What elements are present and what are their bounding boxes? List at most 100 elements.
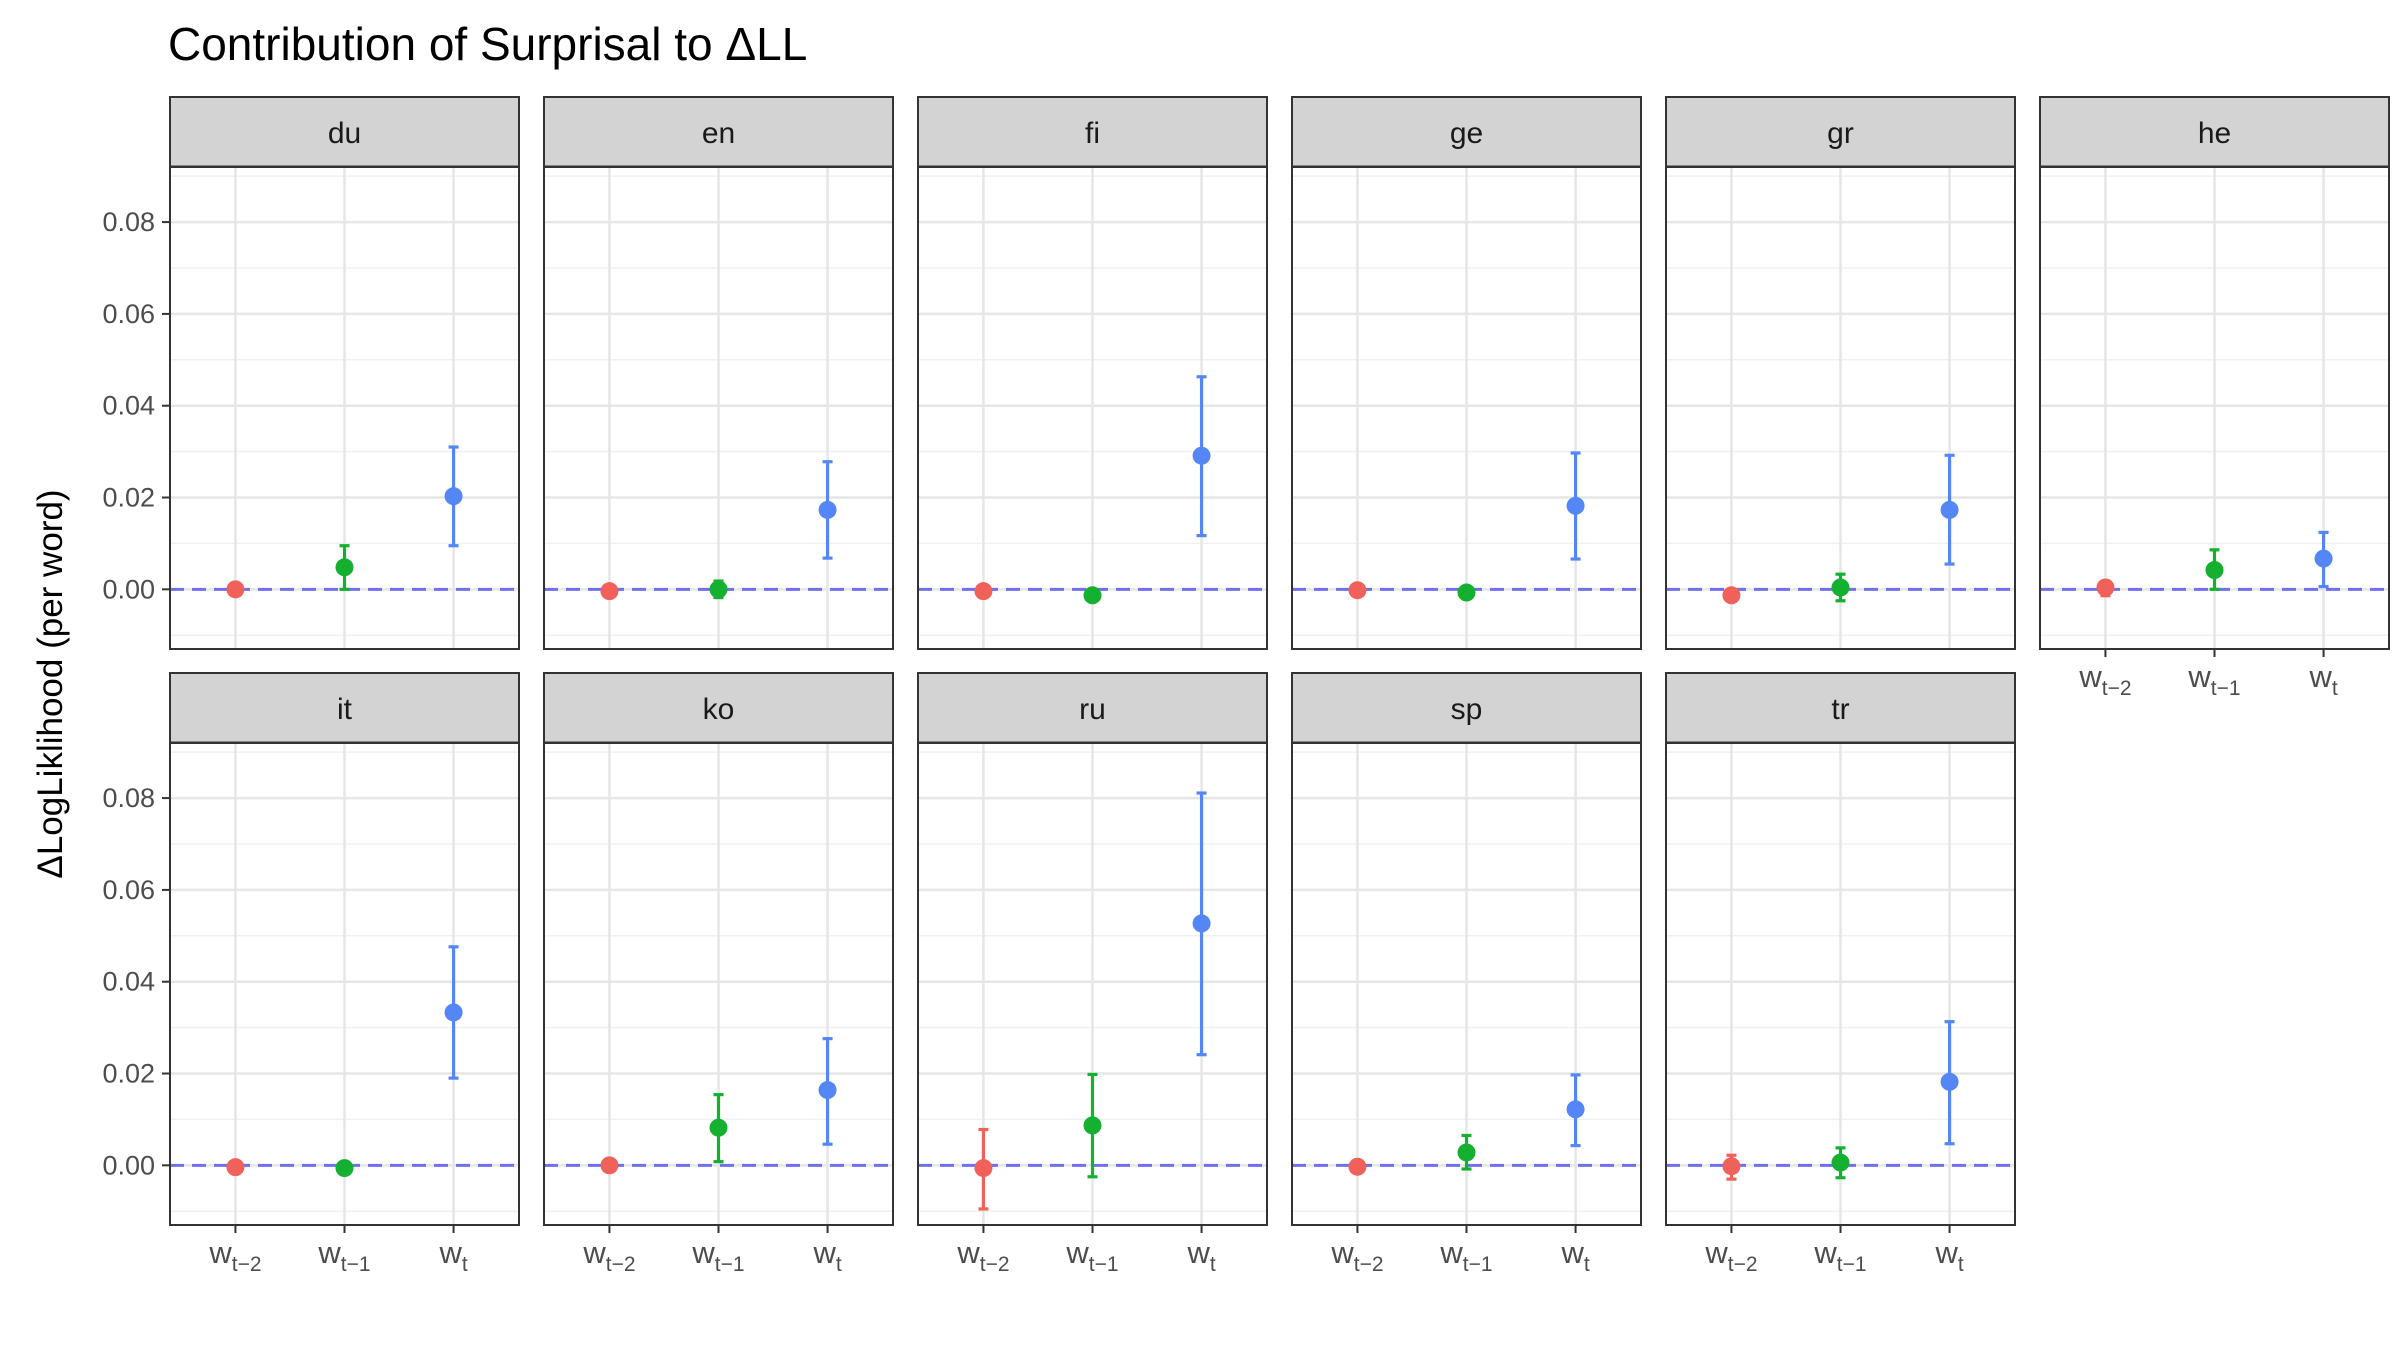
x-tick-label: wt−1	[317, 1235, 370, 1276]
data-point-ko-1	[709, 1118, 728, 1137]
x-tick-subscript: t−2	[980, 1253, 1010, 1276]
facet-du: du 0.00 0.02 0.04 0.06 0.08	[102, 96, 520, 650]
x-tick-subscript: t−2	[606, 1253, 636, 1276]
facet-strip	[169, 672, 520, 744]
data-point-du-0	[226, 580, 245, 599]
x-tick-base: w	[1813, 1235, 1837, 1270]
x-tick-base: w	[208, 1235, 232, 1270]
x-tick-label: wt−2	[956, 1235, 1009, 1276]
x-tick-subscript: t−1	[2211, 677, 2241, 700]
data-point-ru-1	[1083, 1116, 1102, 1135]
facet-label-ru: ru	[1079, 693, 1106, 726]
x-tick-label: wt	[438, 1235, 467, 1276]
data-point-gr-2	[1940, 500, 1959, 519]
y-axis-label: ΔLogLiklihood (per word)	[31, 489, 70, 878]
x-tick-label: wt	[2308, 659, 2337, 700]
x-tick-base: w	[582, 1235, 606, 1270]
x-tick-subscript: t	[462, 1253, 468, 1276]
x-tick-base: w	[1704, 1235, 1728, 1270]
x-tick-label: wt	[812, 1235, 841, 1276]
x-tick-base: w	[691, 1235, 715, 1270]
x-tick-base: w	[1560, 1235, 1584, 1270]
data-point-tr-0	[1722, 1157, 1741, 1176]
x-tick-subscript: t−1	[341, 1253, 371, 1276]
panel-border	[543, 166, 894, 650]
panel-border	[917, 166, 1268, 650]
y-tick-label: 0.06	[102, 299, 155, 329]
x-tick-base: w	[1934, 1235, 1958, 1270]
x-tick-label: wt	[1186, 1235, 1215, 1276]
chart-title: Contribution of Surprisal to ΔLL	[168, 18, 807, 70]
data-point-ge-1	[1457, 583, 1476, 602]
x-tick-label: wt−1	[691, 1235, 744, 1276]
y-tick-label: 0.04	[102, 391, 155, 421]
data-point-en-1	[709, 580, 728, 599]
x-tick-subscript: t	[836, 1253, 842, 1276]
facet-label-ge: ge	[1450, 117, 1483, 150]
facet-strip	[169, 96, 520, 168]
facet-ge: ge	[1291, 96, 1642, 650]
facet-label-tr: tr	[1831, 693, 1849, 726]
facet-label-ko: ko	[703, 693, 735, 726]
x-tick-label: wt−1	[1439, 1235, 1492, 1276]
x-tick-label: wt−1	[2187, 659, 2240, 700]
x-tick-label: wt−2	[208, 1235, 261, 1276]
facet-label-du: du	[328, 117, 361, 150]
panel-border	[169, 166, 520, 650]
data-point-it-0	[226, 1158, 245, 1177]
data-point-ru-0	[974, 1159, 993, 1178]
panel-border	[1291, 166, 1642, 650]
x-tick-subscript: t−1	[715, 1253, 745, 1276]
x-tick-base: w	[1439, 1235, 1463, 1270]
x-tick-subscript: t−2	[1728, 1253, 1758, 1276]
x-tick-base: w	[2078, 659, 2102, 694]
facet-strip	[1291, 96, 1642, 168]
x-tick-subscript: t−2	[232, 1253, 262, 1276]
y-tick-label: 0.02	[102, 1059, 155, 1089]
data-point-gr-0	[1722, 586, 1741, 605]
facet-strip	[1291, 672, 1642, 744]
x-tick-label: wt−2	[2078, 659, 2131, 700]
x-tick-label: wt−2	[1330, 1235, 1383, 1276]
x-tick-base: w	[1065, 1235, 1089, 1270]
x-tick-subscript: t−1	[1463, 1253, 1493, 1276]
x-tick-subscript: t−1	[1089, 1253, 1119, 1276]
x-tick-subscript: t	[2332, 677, 2338, 700]
data-point-fi-2	[1192, 446, 1211, 465]
data-point-ko-0	[600, 1156, 619, 1175]
data-point-ge-0	[1348, 581, 1367, 600]
data-point-ru-2	[1192, 914, 1211, 933]
data-point-en-0	[600, 582, 619, 601]
x-tick-subscript: t	[1210, 1253, 1216, 1276]
y-tick-label: 0.06	[102, 875, 155, 905]
data-point-he-0	[2096, 578, 2115, 597]
data-point-it-1	[335, 1159, 354, 1178]
x-tick-label: wt−1	[1813, 1235, 1866, 1276]
data-point-he-2	[2314, 549, 2333, 568]
panel-border	[1665, 166, 2016, 650]
data-point-du-2	[444, 487, 463, 506]
x-tick-base: w	[317, 1235, 341, 1270]
data-point-sp-0	[1348, 1157, 1367, 1176]
facet-label-he: he	[2198, 117, 2231, 150]
facet-label-it: it	[337, 693, 353, 726]
data-point-ko-2	[818, 1081, 837, 1100]
facet-gr: gr	[1665, 96, 2016, 650]
x-tick-base: w	[812, 1235, 836, 1270]
y-tick-label: 0.00	[102, 574, 155, 604]
x-tick-subscript: t−1	[1837, 1253, 1867, 1276]
x-tick-label: wt−1	[1065, 1235, 1118, 1276]
data-point-sp-2	[1566, 1100, 1585, 1119]
facet-fi: fi	[917, 96, 1268, 650]
y-tick-label: 0.08	[102, 207, 155, 237]
facet-strip	[917, 96, 1268, 168]
y-tick-label: 0.00	[102, 1150, 155, 1180]
data-point-tr-1	[1831, 1153, 1850, 1172]
x-tick-base: w	[2187, 659, 2211, 694]
